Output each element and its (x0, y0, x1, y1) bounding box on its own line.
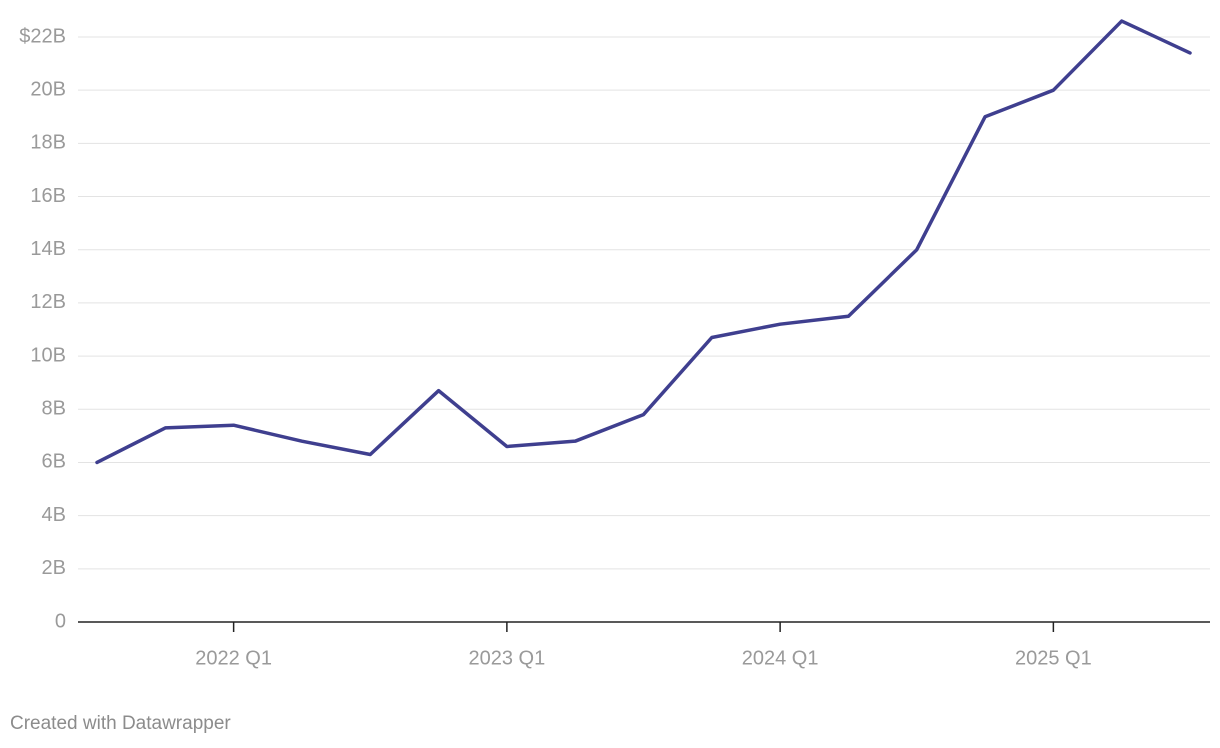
y-tick-label: 6B (42, 451, 66, 473)
y-tick-label: 12B (30, 291, 66, 313)
line (95, 19, 1192, 465)
x-tick-label: 2025 Q1 (1015, 647, 1092, 669)
y-tick-label: 16B (30, 185, 66, 207)
x-tick-label: 2022 Q1 (195, 647, 272, 669)
x-tick-label: 2024 Q1 (742, 647, 819, 669)
y-tick-label: 4B (42, 504, 66, 526)
y-tick-label: 20B (30, 78, 66, 100)
x-tick-label: 2023 Q1 (469, 647, 546, 669)
footer: Created with Datawrapper (10, 713, 231, 734)
y-tick-label: 14B (30, 238, 66, 260)
y-tick-label: 0 (55, 610, 66, 632)
y-tick-label: $22B (19, 25, 66, 47)
y-tick-label: 8B (42, 398, 66, 420)
y-tick-label: 18B (30, 132, 66, 154)
y-tick-label: 2B (42, 557, 66, 579)
y-tick-label: 10B (30, 344, 66, 366)
